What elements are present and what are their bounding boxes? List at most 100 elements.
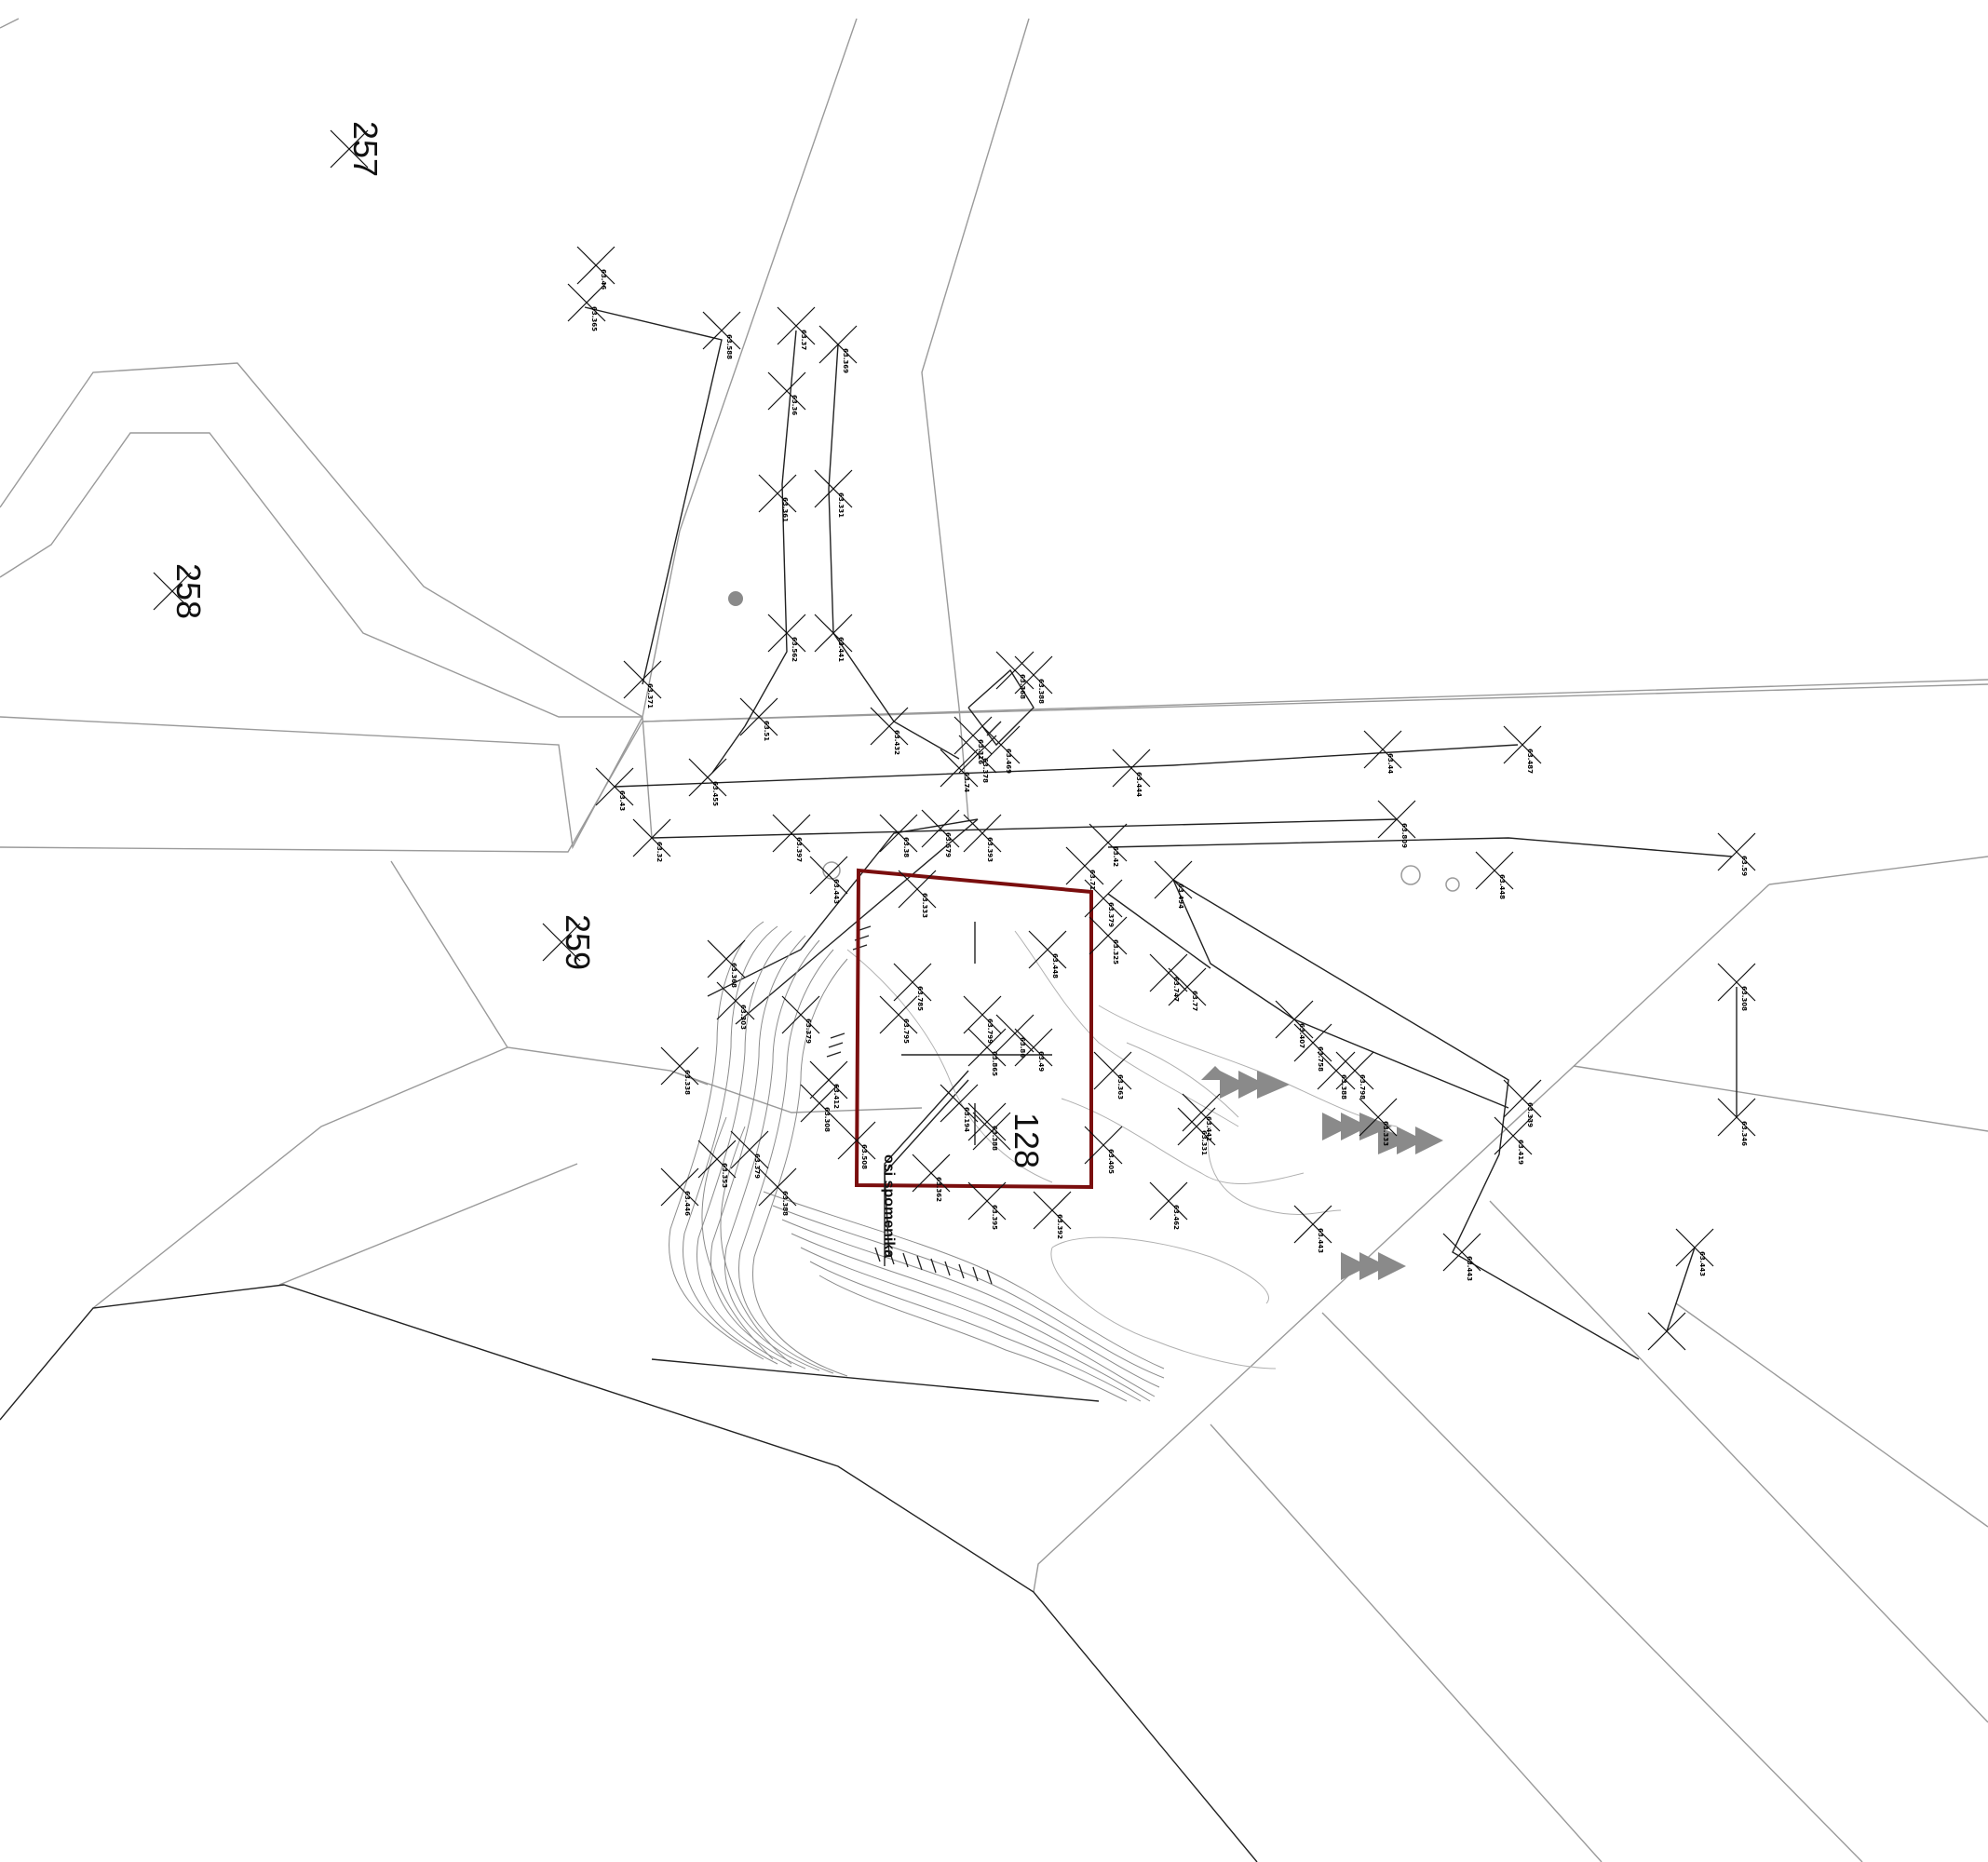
spot-height-label: 63.446 xyxy=(683,1191,691,1216)
cross-mark xyxy=(814,469,853,508)
cross-mark xyxy=(1335,1051,1374,1090)
spot-height-marker: 63.353 xyxy=(697,1140,737,1188)
spot-height-label: 63.432 xyxy=(893,730,900,755)
spot-height-label: 63.86 xyxy=(1019,1037,1026,1058)
spot-height-label: 63.393 xyxy=(986,837,994,862)
cross-mark xyxy=(967,1028,1007,1067)
spot-height-marker: 63.443 xyxy=(809,856,848,904)
cross-mark xyxy=(772,814,811,853)
spot-height-marker: 63.448 xyxy=(1028,930,1067,978)
spot-height-marker: 63.308 xyxy=(800,1084,839,1132)
tree-icon xyxy=(1322,1113,1350,1140)
cross-mark xyxy=(660,1046,699,1086)
spot-height-label: 63.71 xyxy=(1089,870,1096,890)
spot-height-label: 63.44 xyxy=(1386,753,1394,774)
spot-height-label: 63.371 xyxy=(646,683,654,708)
spot-height-label: 63.338 xyxy=(683,1070,691,1095)
spot-height-marker: 63.325 xyxy=(1089,916,1128,965)
spot-height-label: 63.758 xyxy=(1317,1046,1324,1072)
cross-mark xyxy=(818,325,858,364)
spot-height-marker: 63.378 xyxy=(958,735,997,783)
spot-height-label: 63.46 xyxy=(600,269,607,290)
spot-height-marker: 63.865 xyxy=(967,1028,1007,1076)
spot-height-marker: 63.388 xyxy=(1014,655,1053,704)
spot-height-label: 63.388 xyxy=(991,1126,998,1151)
spot-height-label: 63.405 xyxy=(1107,1149,1115,1174)
spot-height-label: 63.194 xyxy=(963,1107,970,1132)
spot-height-marker: 63.86 xyxy=(995,1014,1035,1058)
spot-height-marker: 63.412 xyxy=(809,1060,848,1109)
tree-icon xyxy=(1378,1252,1406,1280)
parcel-marker-258: 258 xyxy=(153,563,208,619)
spot-height-label: 63.392 xyxy=(1056,1214,1063,1239)
spot-height-marker: 63.747 xyxy=(1149,953,1188,1002)
spot-height-label: 63.809 xyxy=(1400,823,1408,848)
spot-height-marker: 63.362 xyxy=(912,1154,951,1202)
valve-icon xyxy=(822,861,841,880)
spot-height-marker: 63.46 xyxy=(576,246,615,290)
spot-height-marker: 63.407 xyxy=(1275,1000,1314,1048)
cross-mark xyxy=(1377,800,1416,839)
cross-mark xyxy=(953,716,993,755)
spot-height-marker: 63.432 xyxy=(870,707,909,755)
spot-height-label: 63.37 xyxy=(800,330,807,350)
contour-lines xyxy=(669,921,1398,1402)
spot-height-marker: 63.379 xyxy=(730,1130,769,1179)
spot-height-marker: 63.508 xyxy=(837,1121,876,1169)
spot-height-label: 63.325 xyxy=(1112,939,1119,965)
spot-height-label: 63.331 xyxy=(837,492,845,518)
spot-height-label: 63.43 xyxy=(618,790,626,811)
spot-height-label: 63.365 xyxy=(590,306,598,331)
spot-height-marker: 63.339 xyxy=(1503,1079,1542,1127)
spot-height-label: 63.455 xyxy=(711,781,719,806)
spot-height-marker: 63.331 xyxy=(1177,1107,1216,1155)
cross-mark xyxy=(1717,963,1756,1002)
spot-height-marker: 63.346 xyxy=(1717,1098,1756,1146)
spot-height-marker: 63.388 xyxy=(758,1167,797,1216)
valve-icon xyxy=(1445,877,1460,892)
spot-height-marker: 63.588 xyxy=(702,311,741,359)
cross-mark xyxy=(870,707,909,746)
cross-mark xyxy=(777,306,816,345)
cross-mark xyxy=(940,1084,979,1123)
spot-height-label: 63.333 xyxy=(1382,1121,1389,1146)
cross-mark xyxy=(702,311,741,350)
spot-height-label: 63.412 xyxy=(832,1084,840,1109)
spot-height-label: 63.397 xyxy=(795,837,803,862)
cross-mark xyxy=(1149,953,1188,992)
cross-mark xyxy=(879,814,918,853)
spot-height-marker: 63.455 xyxy=(688,758,727,806)
spot-height-marker: 63.462 xyxy=(1149,1181,1188,1230)
cross-mark xyxy=(1089,916,1128,955)
spot-height-marker: 63.785 xyxy=(893,963,932,1011)
cross-mark xyxy=(1154,860,1193,899)
spot-height-label: 63.368 xyxy=(730,963,737,988)
spot-height-label: 63.487 xyxy=(1526,749,1534,774)
spot-height-label: 63.379 xyxy=(1107,902,1115,927)
spot-height-marker: 63.71 xyxy=(1065,846,1104,890)
axis-label: osi spomenika xyxy=(881,1154,897,1258)
cross-mark xyxy=(879,995,918,1034)
spot-height-label: 63.795 xyxy=(902,1019,910,1044)
cross-mark xyxy=(1177,1107,1216,1146)
spot-height-marker: 63.441 xyxy=(814,614,853,662)
spot-height-label: 63.308 xyxy=(1740,986,1748,1011)
cross-mark xyxy=(1359,1098,1398,1137)
cross-mark xyxy=(940,749,979,788)
cross-mark xyxy=(1717,1098,1756,1137)
spot-height-label: 63.494 xyxy=(1177,884,1184,909)
spot-height-marker: 63.361 xyxy=(758,474,797,522)
cross-mark xyxy=(921,809,960,848)
cross-mark xyxy=(1494,1116,1533,1155)
cross-mark xyxy=(781,995,820,1034)
cross-mark xyxy=(1112,749,1151,788)
cross-mark xyxy=(1475,851,1514,890)
cross-mark xyxy=(995,651,1035,690)
spot-height-label: 63.388 xyxy=(1340,1074,1347,1100)
spot-height-marker: 63.395 xyxy=(967,1181,1007,1230)
spot-height-label: 63.353 xyxy=(721,1163,728,1188)
spot-height-marker: 63.392 xyxy=(1033,1191,1072,1239)
cross-mark xyxy=(1033,1191,1072,1230)
spot-height-label: 63.443 xyxy=(1466,1256,1473,1281)
cross-mark xyxy=(730,1130,769,1169)
